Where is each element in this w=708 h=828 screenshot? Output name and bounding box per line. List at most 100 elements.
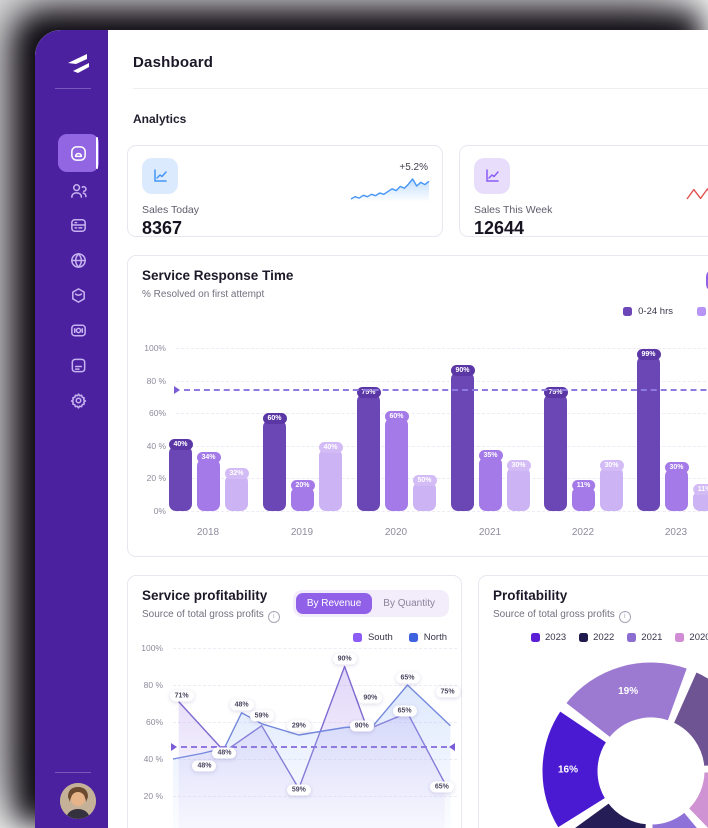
y-axis-tick: 80 % [143, 680, 163, 690]
donut-chart: 19%18%12%16% [539, 661, 708, 828]
bar-value-label: 35% [478, 450, 503, 462]
bar-value-label: 40% [168, 438, 193, 450]
sidebar [35, 30, 108, 828]
y-axis-tick: 40 % [146, 440, 166, 451]
card-subtitle: Source of total gross profits i [493, 609, 631, 623]
x-axis-label: 2020 [384, 527, 408, 538]
by-quantity-toggle[interactable]: By Quantity [383, 598, 435, 609]
bar-value-label: 99% [636, 349, 661, 361]
bar-value-label: 30% [664, 461, 689, 473]
legend-swatch [352, 633, 362, 642]
bar-value-label: 34% [196, 451, 221, 463]
y-axis-tick: 60% [145, 717, 163, 727]
card-list-icon [71, 218, 86, 232]
legend-label: 2020 [689, 632, 708, 643]
point-label: 90% [358, 692, 383, 704]
point-label: 59% [249, 710, 274, 722]
sidebar-item-screen[interactable] [58, 311, 99, 349]
point-label: 48% [192, 760, 217, 772]
sparkline [350, 178, 430, 202]
legend-swatch [697, 307, 706, 316]
x-axis-label: 2023 [664, 527, 688, 538]
legend-label: South [367, 632, 393, 643]
y-axis-tick: 40 % [143, 754, 163, 764]
point-label: 90% [332, 653, 357, 665]
bar [665, 468, 688, 511]
bar [225, 475, 248, 511]
x-axis-label: 2018 [196, 527, 220, 538]
card-title: Profitability [493, 588, 568, 603]
package-icon [72, 287, 85, 303]
header-divider [133, 88, 708, 89]
info-icon[interactable]: i [267, 611, 280, 623]
legend-label: 0-24 hrs [638, 306, 673, 317]
section-title: Analytics [133, 112, 187, 126]
bar-value-label: 11% [692, 484, 708, 496]
bar-value-label: 30% [599, 459, 624, 471]
legend-swatch [627, 633, 637, 642]
legend-label: North [423, 632, 447, 643]
x-axis-label: 2021 [478, 527, 502, 538]
bar [413, 481, 436, 511]
bar [385, 418, 408, 511]
target-line [184, 388, 708, 391]
bar-value-label: 32% [224, 468, 249, 480]
gridline [173, 685, 457, 686]
users-icon [71, 183, 87, 198]
sidebar-item-billing[interactable] [58, 206, 99, 244]
sidebar-item-package[interactable] [58, 276, 99, 314]
legend-swatch [531, 633, 540, 642]
line-chart: 100% 80 % 60% 40 % 20 % 71% 48% 48% 48% 59% 29% 59%… [128, 576, 461, 828]
bar-value-label: 75% [356, 386, 381, 398]
document-icon [71, 358, 86, 372]
gridline [173, 648, 457, 649]
bar [572, 486, 595, 511]
stat-label: Sales This Week [474, 204, 553, 216]
point-label: 71% [169, 690, 194, 702]
bar [451, 372, 474, 511]
bar-value-label: 90% [450, 365, 475, 377]
gear-icon [70, 392, 87, 409]
y-axis-tick: 100% [144, 343, 166, 353]
card-title: Service Response Time [142, 268, 294, 283]
chart-legend: 0-24 hrs [623, 306, 706, 317]
stat-delta: +5.2% [399, 162, 428, 173]
by-revenue-button[interactable]: By Revenue [705, 269, 708, 292]
bar-value-label: 20% [290, 479, 315, 491]
bar-value-label: 30% [506, 459, 531, 471]
profitability-card: Profitability Source of total gross prof… [478, 575, 708, 828]
sidebar-item-home[interactable] [58, 134, 99, 172]
globe-icon [71, 252, 86, 268]
info-icon[interactable]: i [618, 611, 631, 623]
bar [693, 491, 708, 511]
y-axis-tick: 20 % [143, 791, 163, 801]
point-label: 48% [229, 699, 254, 711]
svg-text:16%: 16% [558, 765, 578, 776]
bar-value-label: 50% [412, 474, 437, 486]
stat-value: 12644 [474, 218, 525, 238]
legend-swatch [408, 633, 418, 642]
view-toggle: By Revenue By Quantity [292, 590, 449, 617]
legend-swatch [675, 633, 685, 642]
x-axis-label: 2019 [290, 527, 314, 538]
bar [507, 466, 530, 511]
bar [600, 466, 623, 511]
sidebar-item-settings[interactable] [58, 381, 99, 419]
line-chart-icon [154, 169, 167, 182]
stat-icon-tile [474, 158, 510, 194]
by-revenue-toggle[interactable]: By Revenue [295, 593, 373, 614]
sidebar-item-users[interactable] [58, 171, 99, 209]
bar [357, 393, 380, 511]
legend-label: 2023 [545, 632, 567, 643]
sidebar-item-document[interactable] [58, 346, 99, 384]
target-arrow-left [174, 385, 180, 394]
point-label: 65% [429, 781, 454, 793]
sparkline [686, 188, 708, 200]
bar-value-label: 40% [318, 442, 343, 454]
stat-icon-tile [142, 158, 178, 194]
x-axis-label: 2022 [571, 527, 595, 538]
sidebar-item-globe[interactable] [58, 241, 99, 279]
bar [479, 457, 502, 511]
user-avatar[interactable] [60, 783, 96, 819]
legend-label: 2021 [641, 632, 663, 643]
